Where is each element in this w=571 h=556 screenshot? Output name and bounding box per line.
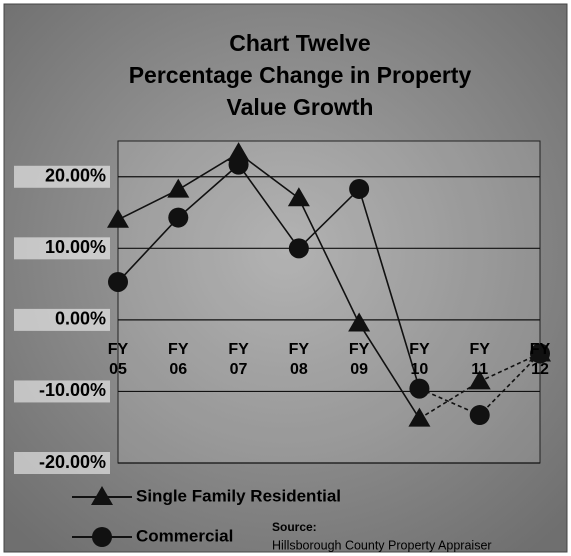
legend-label: Single Family Residential (136, 486, 341, 505)
x-tick-label: FY 10 (409, 341, 430, 378)
chart-title: Percentage Change in Property (129, 62, 472, 88)
source: Hillsborough County Property Appraiser (272, 538, 492, 552)
y-tick-label: 10.00% (45, 237, 106, 257)
marker (409, 378, 430, 399)
marker (287, 187, 310, 207)
source-heading: Source: (272, 520, 317, 534)
x-tick-label: FY 12 (529, 341, 551, 378)
series-line (117, 163, 421, 389)
marker (108, 271, 128, 292)
marker (92, 527, 112, 547)
x-tick-label: FY 07 (228, 341, 249, 378)
tick-label-bg (14, 380, 110, 403)
x-tick-label: FY 05 (107, 341, 129, 378)
y-tick-label: -20.00% (39, 452, 106, 472)
marker (107, 208, 129, 228)
tick-label-bg (14, 308, 110, 331)
marker (348, 312, 371, 332)
x-tick-label: FY 11 (469, 341, 490, 378)
plot-area (117, 140, 541, 464)
series-line (117, 152, 421, 420)
tick-label-bg (14, 165, 110, 188)
marker (288, 238, 309, 259)
marker (167, 178, 190, 198)
marker (530, 343, 550, 364)
legend-label: Commercial (136, 526, 233, 545)
tick-label-bg (14, 452, 110, 474)
marker (228, 154, 249, 175)
y-tick-label: -10.00% (39, 380, 106, 400)
tick-label-bg (14, 237, 110, 260)
y-tick-label: 20.00% (45, 166, 106, 186)
y-tick-label: 0.00% (55, 309, 106, 329)
marker (349, 178, 370, 199)
x-tick-label: FY 09 (348, 341, 370, 378)
marker (408, 407, 431, 427)
chart-title: Value Growth (227, 94, 374, 120)
x-tick-label: FY 08 (288, 341, 310, 378)
x-tick-label: FY 06 (168, 341, 189, 378)
marker (469, 405, 490, 426)
marker (91, 486, 113, 505)
marker (168, 207, 189, 228)
chart-title: Chart Twelve (229, 30, 370, 56)
marker (468, 370, 491, 390)
